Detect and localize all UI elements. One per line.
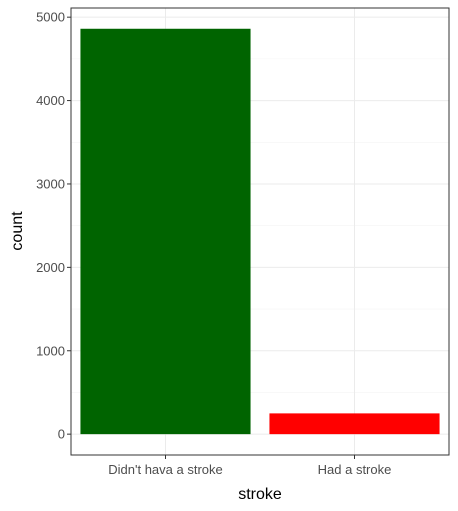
y-tick-label: 0 [58, 427, 65, 442]
x-tick-label: Had a stroke [318, 462, 392, 477]
x-axis: Didn't hava a stroke Had a stroke [108, 455, 391, 477]
y-tick-label: 2000 [36, 260, 65, 275]
x-axis-title: stroke [238, 486, 282, 503]
y-tick-label: 1000 [36, 343, 65, 358]
bars [80, 28, 440, 435]
y-tick-label: 5000 [36, 10, 65, 25]
y-tick-label: 4000 [36, 93, 65, 108]
y-tick-label: 3000 [36, 176, 65, 191]
y-axis-title: count [9, 211, 26, 251]
bar [80, 28, 251, 435]
bar [269, 413, 440, 435]
plot-panel-border [70, 7, 450, 456]
y-axis: 0 1000 2000 3000 4000 5000 [36, 10, 71, 442]
x-tick-label: Didn't hava a stroke [108, 462, 223, 477]
